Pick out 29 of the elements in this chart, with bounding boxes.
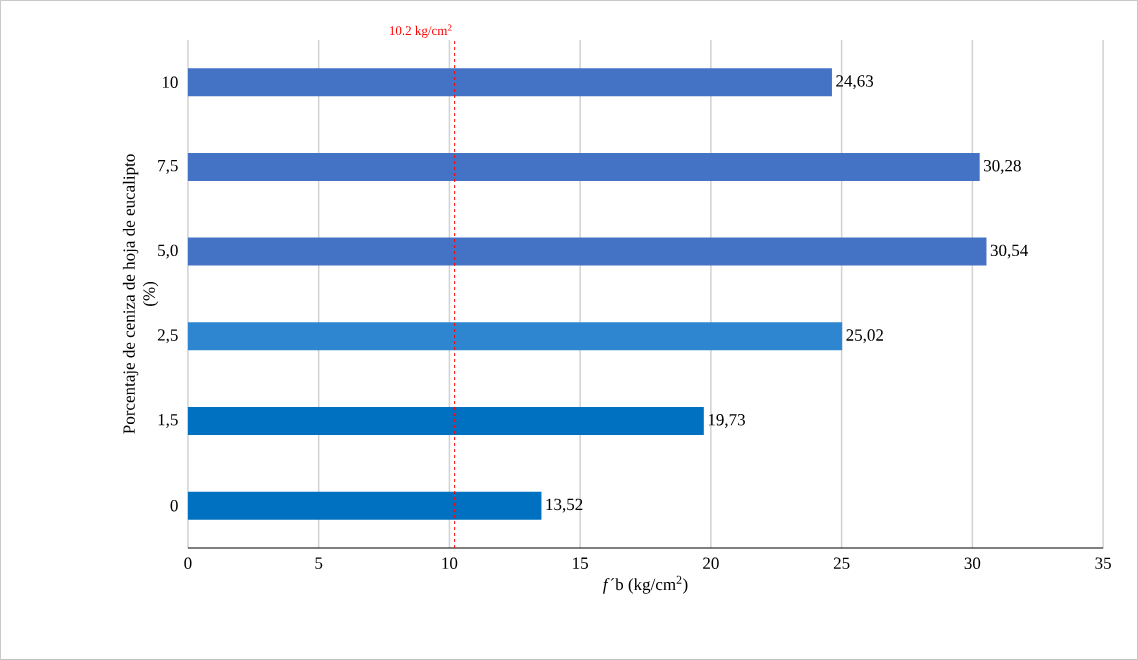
data-label: 25,02 [846,329,883,344]
data-label: 19,73 [708,414,745,428]
y-tick-label: 2,5 [157,329,178,344]
y-tick-label: 5,0 [158,244,178,259]
y-tick-label: 1,5 [158,414,178,428]
x-tick-label: 10 [442,557,458,570]
x-tick-label: 25 [833,557,850,569]
x-tick-label: 0 [184,557,192,570]
data-label: 30,54 [990,244,1028,259]
bar [187,68,832,97]
x-tick-label: 5 [315,557,323,569]
y-tick-label: 7,5 [158,160,178,174]
bar [187,237,987,266]
y-tick-label: 0 [170,499,178,512]
data-label: 24,63 [836,75,874,90]
bar [187,152,980,181]
bar [187,322,843,351]
x-axis-title: f´b (kg/cm$^{2}$) [603,575,688,594]
x-tick-label: 20 [703,557,719,570]
x-tick-label: 35 [1095,557,1111,569]
y-axis-title: Porcentaje de ceniza de hoja de eucalipto (%) [122,154,159,434]
ref-line-label: 10.2 kg/cm$^{2}$ [390,24,452,38]
y-tick-label: 10 [162,76,178,89]
x-tick-label: 15 [573,557,588,569]
bar [187,491,542,520]
bar [187,407,704,436]
data-label: 30,28 [984,160,1021,174]
x-tick-label: 30 [964,557,981,570]
data-label: 13,52 [546,498,583,513]
